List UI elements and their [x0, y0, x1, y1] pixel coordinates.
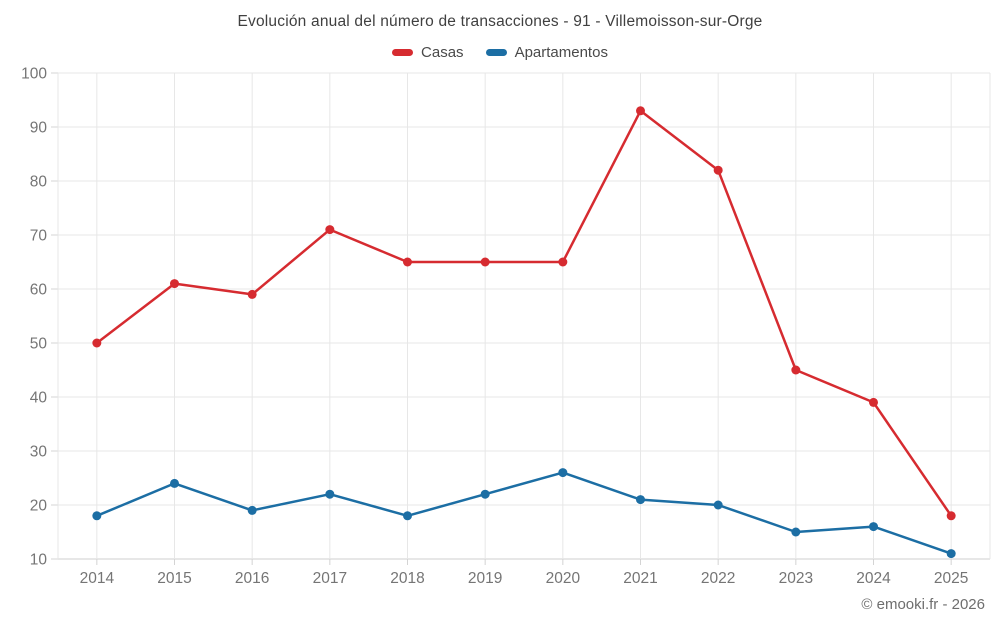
data-point-apartamentos-2025[interactable]	[946, 549, 956, 559]
legend-item-apartamentos[interactable]: Apartamentos	[485, 44, 608, 61]
data-point-casas-2017[interactable]	[325, 225, 335, 235]
data-point-casas-2020[interactable]	[558, 257, 568, 267]
legend-item-casas[interactable]: Casas	[392, 44, 464, 61]
y-axis-label: 20	[30, 498, 48, 515]
legend-swatch-casas-icon	[392, 49, 414, 56]
data-point-apartamentos-2019[interactable]	[480, 489, 490, 499]
data-point-apartamentos-2023[interactable]	[791, 527, 801, 537]
x-axis-label: 2018	[390, 570, 424, 587]
data-point-casas-2025[interactable]	[946, 511, 956, 521]
x-axis-label: 2014	[80, 570, 115, 587]
y-axis-label: 80	[30, 174, 48, 191]
data-point-apartamentos-2016[interactable]	[247, 505, 257, 515]
series-line-apartamentos	[95, 471, 953, 555]
y-axis-label: 100	[21, 66, 47, 83]
data-point-apartamentos-2018[interactable]	[403, 511, 412, 521]
data-point-casas-2014[interactable]	[92, 338, 102, 348]
x-axis-label: 2023	[779, 570, 813, 587]
x-axis-label: 2016	[235, 570, 269, 587]
data-point-apartamentos-2021[interactable]	[636, 495, 645, 505]
y-axis-label: 50	[30, 336, 48, 353]
legend-label-apartamentos: Apartamentos	[514, 44, 608, 61]
y-axis-label: 70	[30, 228, 48, 245]
y-axis-label: 60	[30, 282, 48, 299]
data-point-apartamentos-2024[interactable]	[869, 522, 878, 532]
y-axis-label: 10	[30, 552, 48, 569]
copyright-text: © emooki.fr - 2026	[861, 596, 985, 613]
data-point-casas-2022[interactable]	[713, 165, 723, 175]
legend-label-casas: Casas	[421, 44, 464, 61]
data-point-apartamentos-2014[interactable]	[92, 511, 102, 521]
chart-title: Evolución anual del número de transaccio…	[237, 13, 763, 30]
legend-swatch-apartamentos-icon	[485, 49, 507, 56]
data-point-casas-2021[interactable]	[636, 106, 645, 116]
y-axis-label: 30	[30, 444, 48, 461]
data-point-casas-2015[interactable]	[170, 279, 179, 289]
data-point-apartamentos-2015[interactable]	[170, 478, 179, 488]
x-axis-label: 2024	[856, 570, 891, 587]
data-point-casas-2023[interactable]	[791, 365, 801, 375]
x-axis-label: 2021	[623, 570, 657, 587]
data-point-apartamentos-2020[interactable]	[558, 468, 568, 478]
chart-legend: Casas Apartamentos	[0, 44, 1000, 61]
data-point-apartamentos-2022[interactable]	[713, 500, 723, 510]
y-axis-label: 40	[30, 390, 48, 407]
data-point-casas-2016[interactable]	[247, 289, 257, 299]
x-axis-label: 2015	[157, 570, 191, 587]
x-axis-label: 2025	[934, 570, 968, 587]
x-axis-label: 2022	[701, 570, 735, 587]
x-axis-label: 2017	[313, 570, 347, 587]
data-point-casas-2018[interactable]	[403, 257, 412, 267]
data-point-casas-2024[interactable]	[869, 397, 878, 407]
data-point-apartamentos-2017[interactable]	[325, 489, 335, 499]
x-axis-label: 2019	[468, 570, 502, 587]
x-axis-label: 2020	[546, 570, 581, 587]
series-line-casas	[95, 109, 953, 518]
data-point-casas-2019[interactable]	[480, 257, 490, 267]
y-axis-label: 90	[30, 120, 48, 137]
